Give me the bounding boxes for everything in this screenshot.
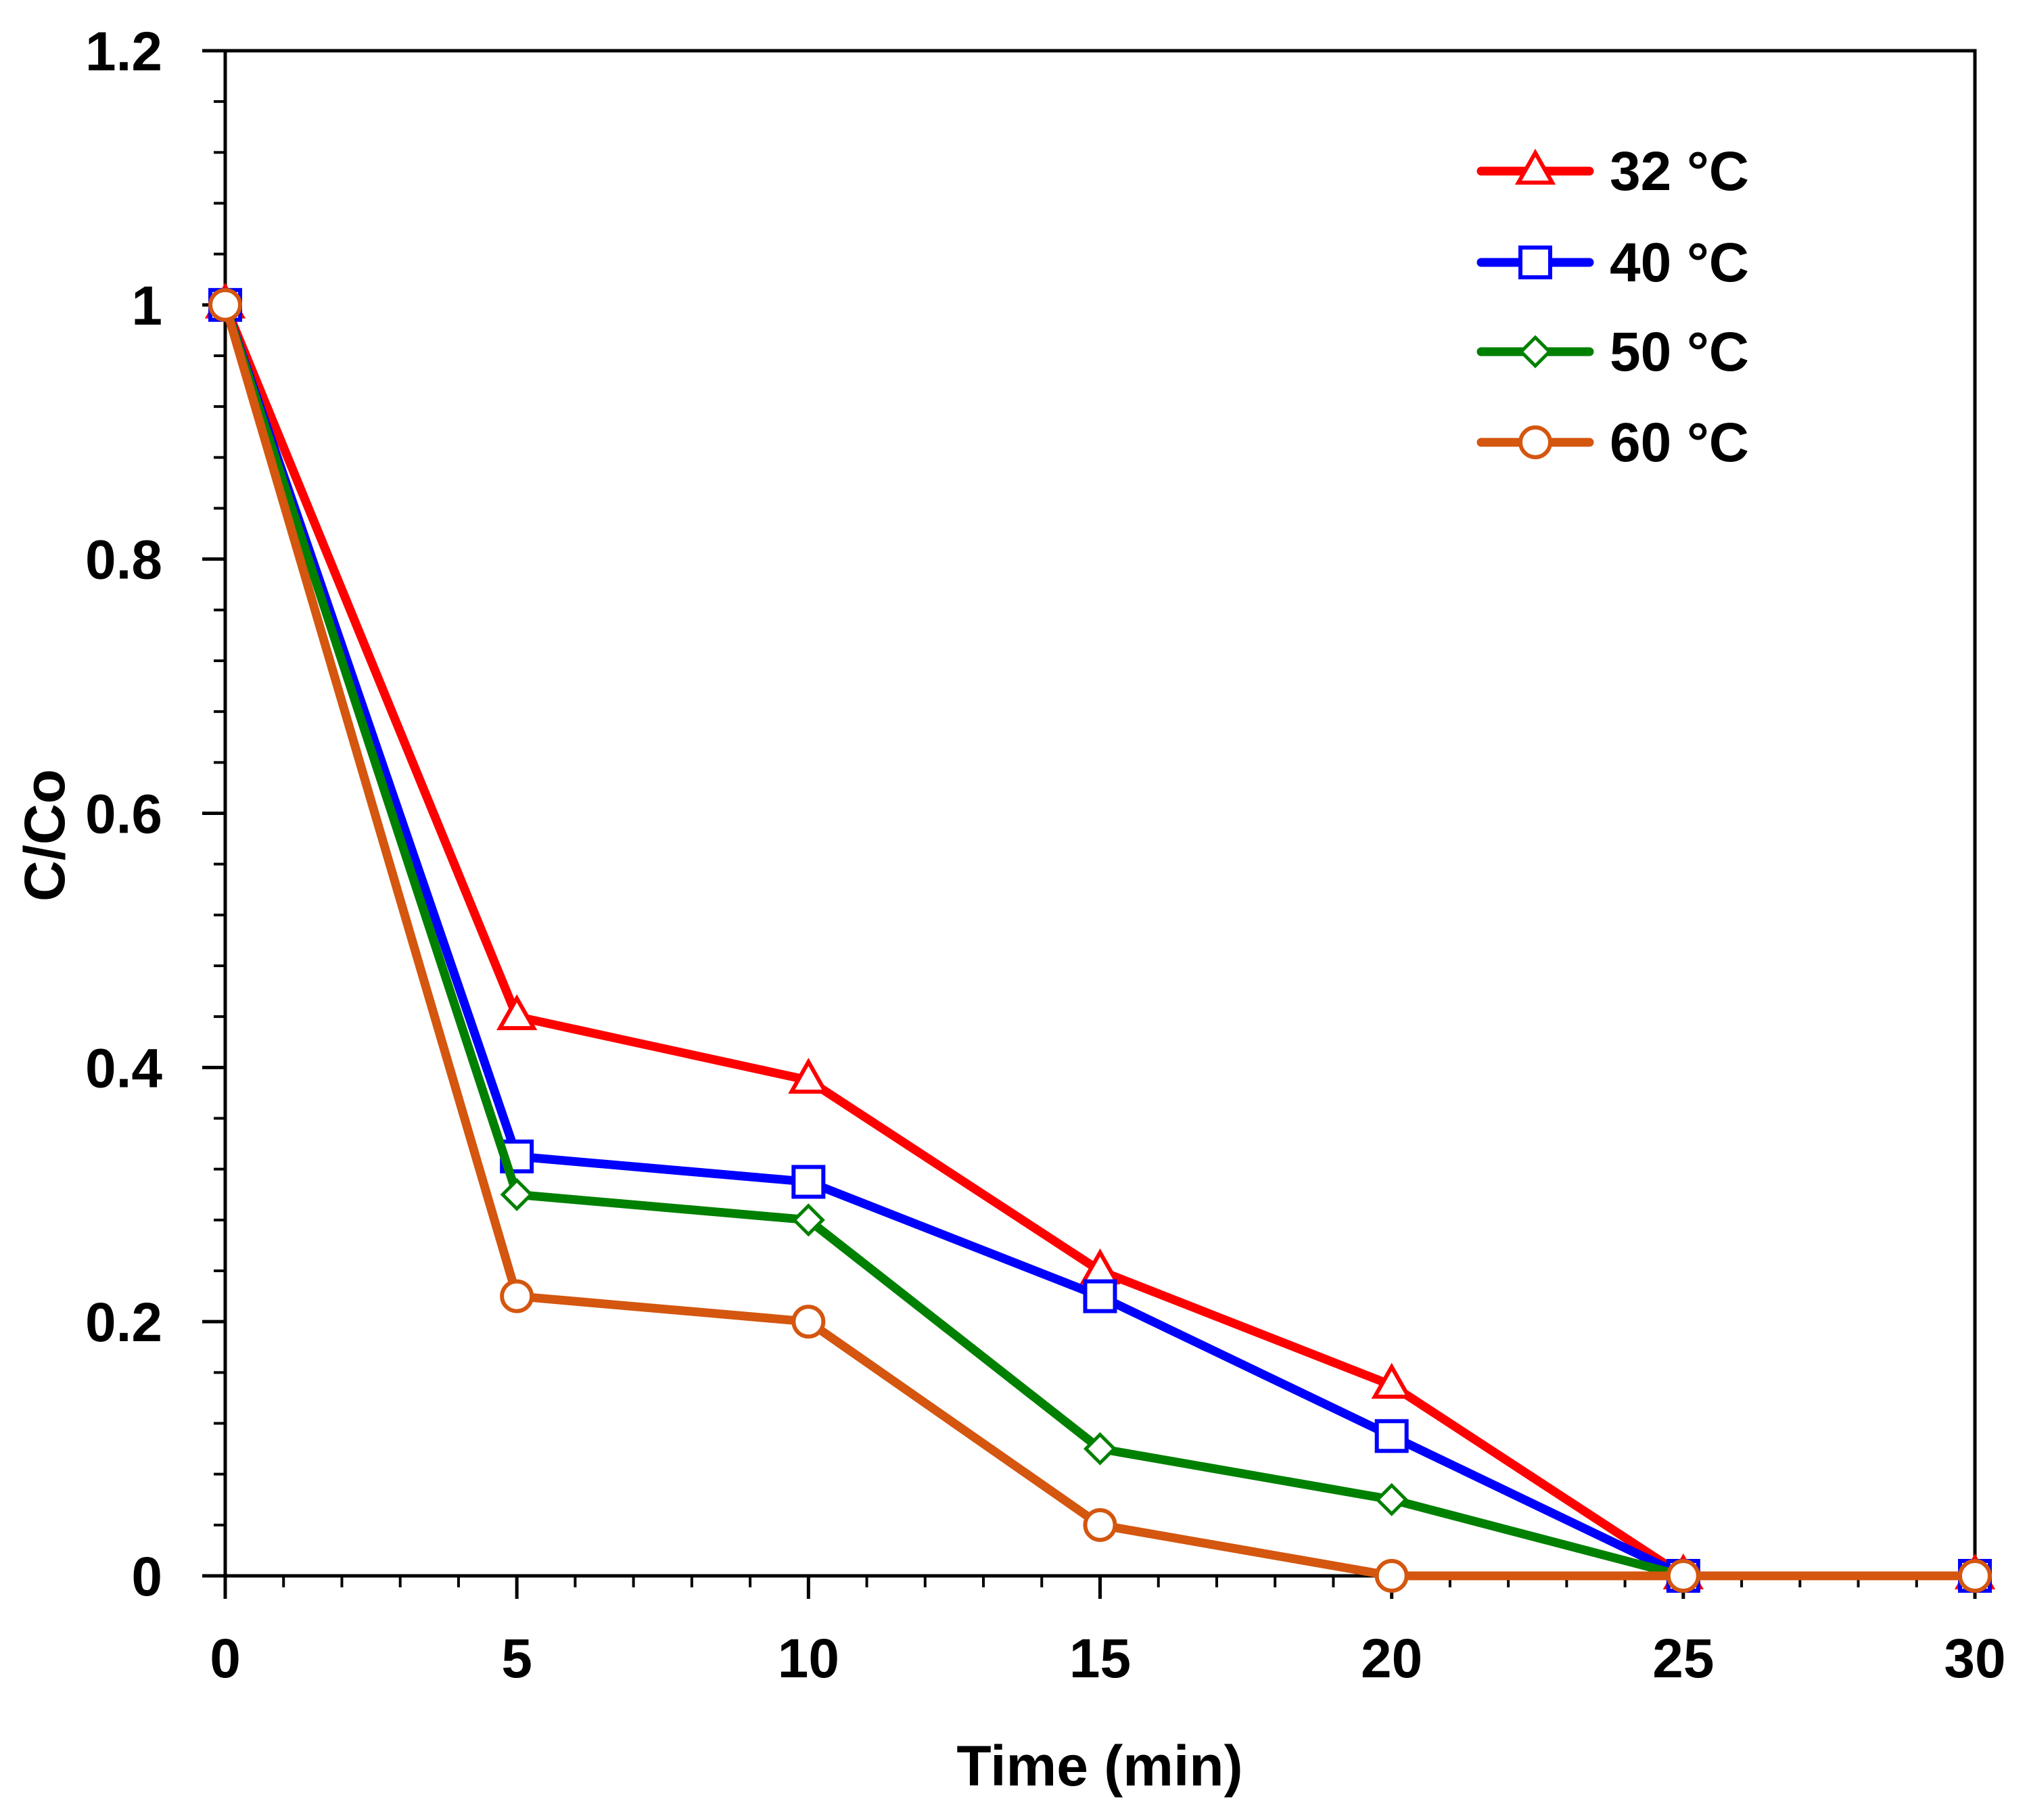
legend-swatch-marker — [1518, 246, 1552, 279]
data-point — [1083, 1508, 1117, 1542]
legend-item: 32 °C — [1476, 141, 1749, 202]
y-tick-label: 1 — [131, 275, 162, 337]
data-point — [1958, 1559, 1992, 1593]
data-point — [500, 1177, 534, 1211]
axis-ticks: 0 5 10 15 20 25 30 0 0.2 0.4 0.6 0.8 1 1.2 — [85, 21, 2006, 1689]
data-point — [496, 994, 538, 1031]
series-square — [208, 287, 1992, 1593]
y-tick-label: 1.2 — [85, 21, 162, 83]
data-point — [1083, 1432, 1117, 1466]
x-tick-label: 20 — [1361, 1628, 1422, 1689]
data-point — [1374, 1559, 1409, 1593]
series-triangle — [204, 282, 1996, 1589]
legend-swatch-marker — [1518, 335, 1552, 369]
legend-item: 50 °C — [1476, 321, 1749, 383]
y-axis-title: C/Co — [13, 769, 76, 902]
series-line — [220, 300, 1980, 1581]
y-tick-label: 0.4 — [85, 1037, 162, 1099]
data-point — [1374, 1419, 1409, 1453]
legend-label: 40 °C — [1610, 232, 1749, 294]
series-layer — [204, 282, 1996, 1593]
data-point — [1666, 1559, 1700, 1593]
series-diamond — [208, 288, 1992, 1593]
data-point — [1371, 1363, 1412, 1399]
data-point — [791, 1305, 826, 1339]
data-point — [500, 1279, 534, 1313]
y-tick-label: 0.2 — [85, 1292, 162, 1353]
data-point — [1083, 1279, 1117, 1313]
data-point — [788, 1058, 829, 1094]
x-tick-label: 15 — [1069, 1628, 1131, 1689]
x-tick-label: 25 — [1652, 1628, 1714, 1689]
x-tick-label: 0 — [210, 1628, 241, 1689]
x-tick-label: 5 — [501, 1628, 532, 1689]
legend-swatch-marker — [1514, 148, 1556, 185]
legend-label: 60 °C — [1610, 412, 1749, 473]
series-circle — [208, 287, 1992, 1593]
data-point — [208, 287, 242, 322]
legend-item: 40 °C — [1476, 232, 1749, 294]
legend-item: 60 °C — [1476, 412, 1749, 473]
data-point — [1375, 1483, 1409, 1516]
legend-label: 50 °C — [1610, 321, 1749, 383]
legend: 32 °C 40 °C 50 °C 60 °C — [1476, 141, 1749, 473]
data-point — [791, 1203, 825, 1237]
y-tick-label: 0 — [131, 1546, 162, 1608]
y-tick-label: 0.8 — [85, 530, 162, 591]
x-axis-title: Time (min) — [956, 1734, 1242, 1798]
x-tick-label: 30 — [1944, 1628, 2005, 1689]
legend-swatch-marker — [1518, 425, 1552, 459]
legend-label: 32 °C — [1610, 141, 1749, 202]
data-point — [791, 1165, 826, 1199]
x-tick-label: 10 — [778, 1628, 839, 1689]
y-tick-label: 0.6 — [85, 784, 162, 845]
